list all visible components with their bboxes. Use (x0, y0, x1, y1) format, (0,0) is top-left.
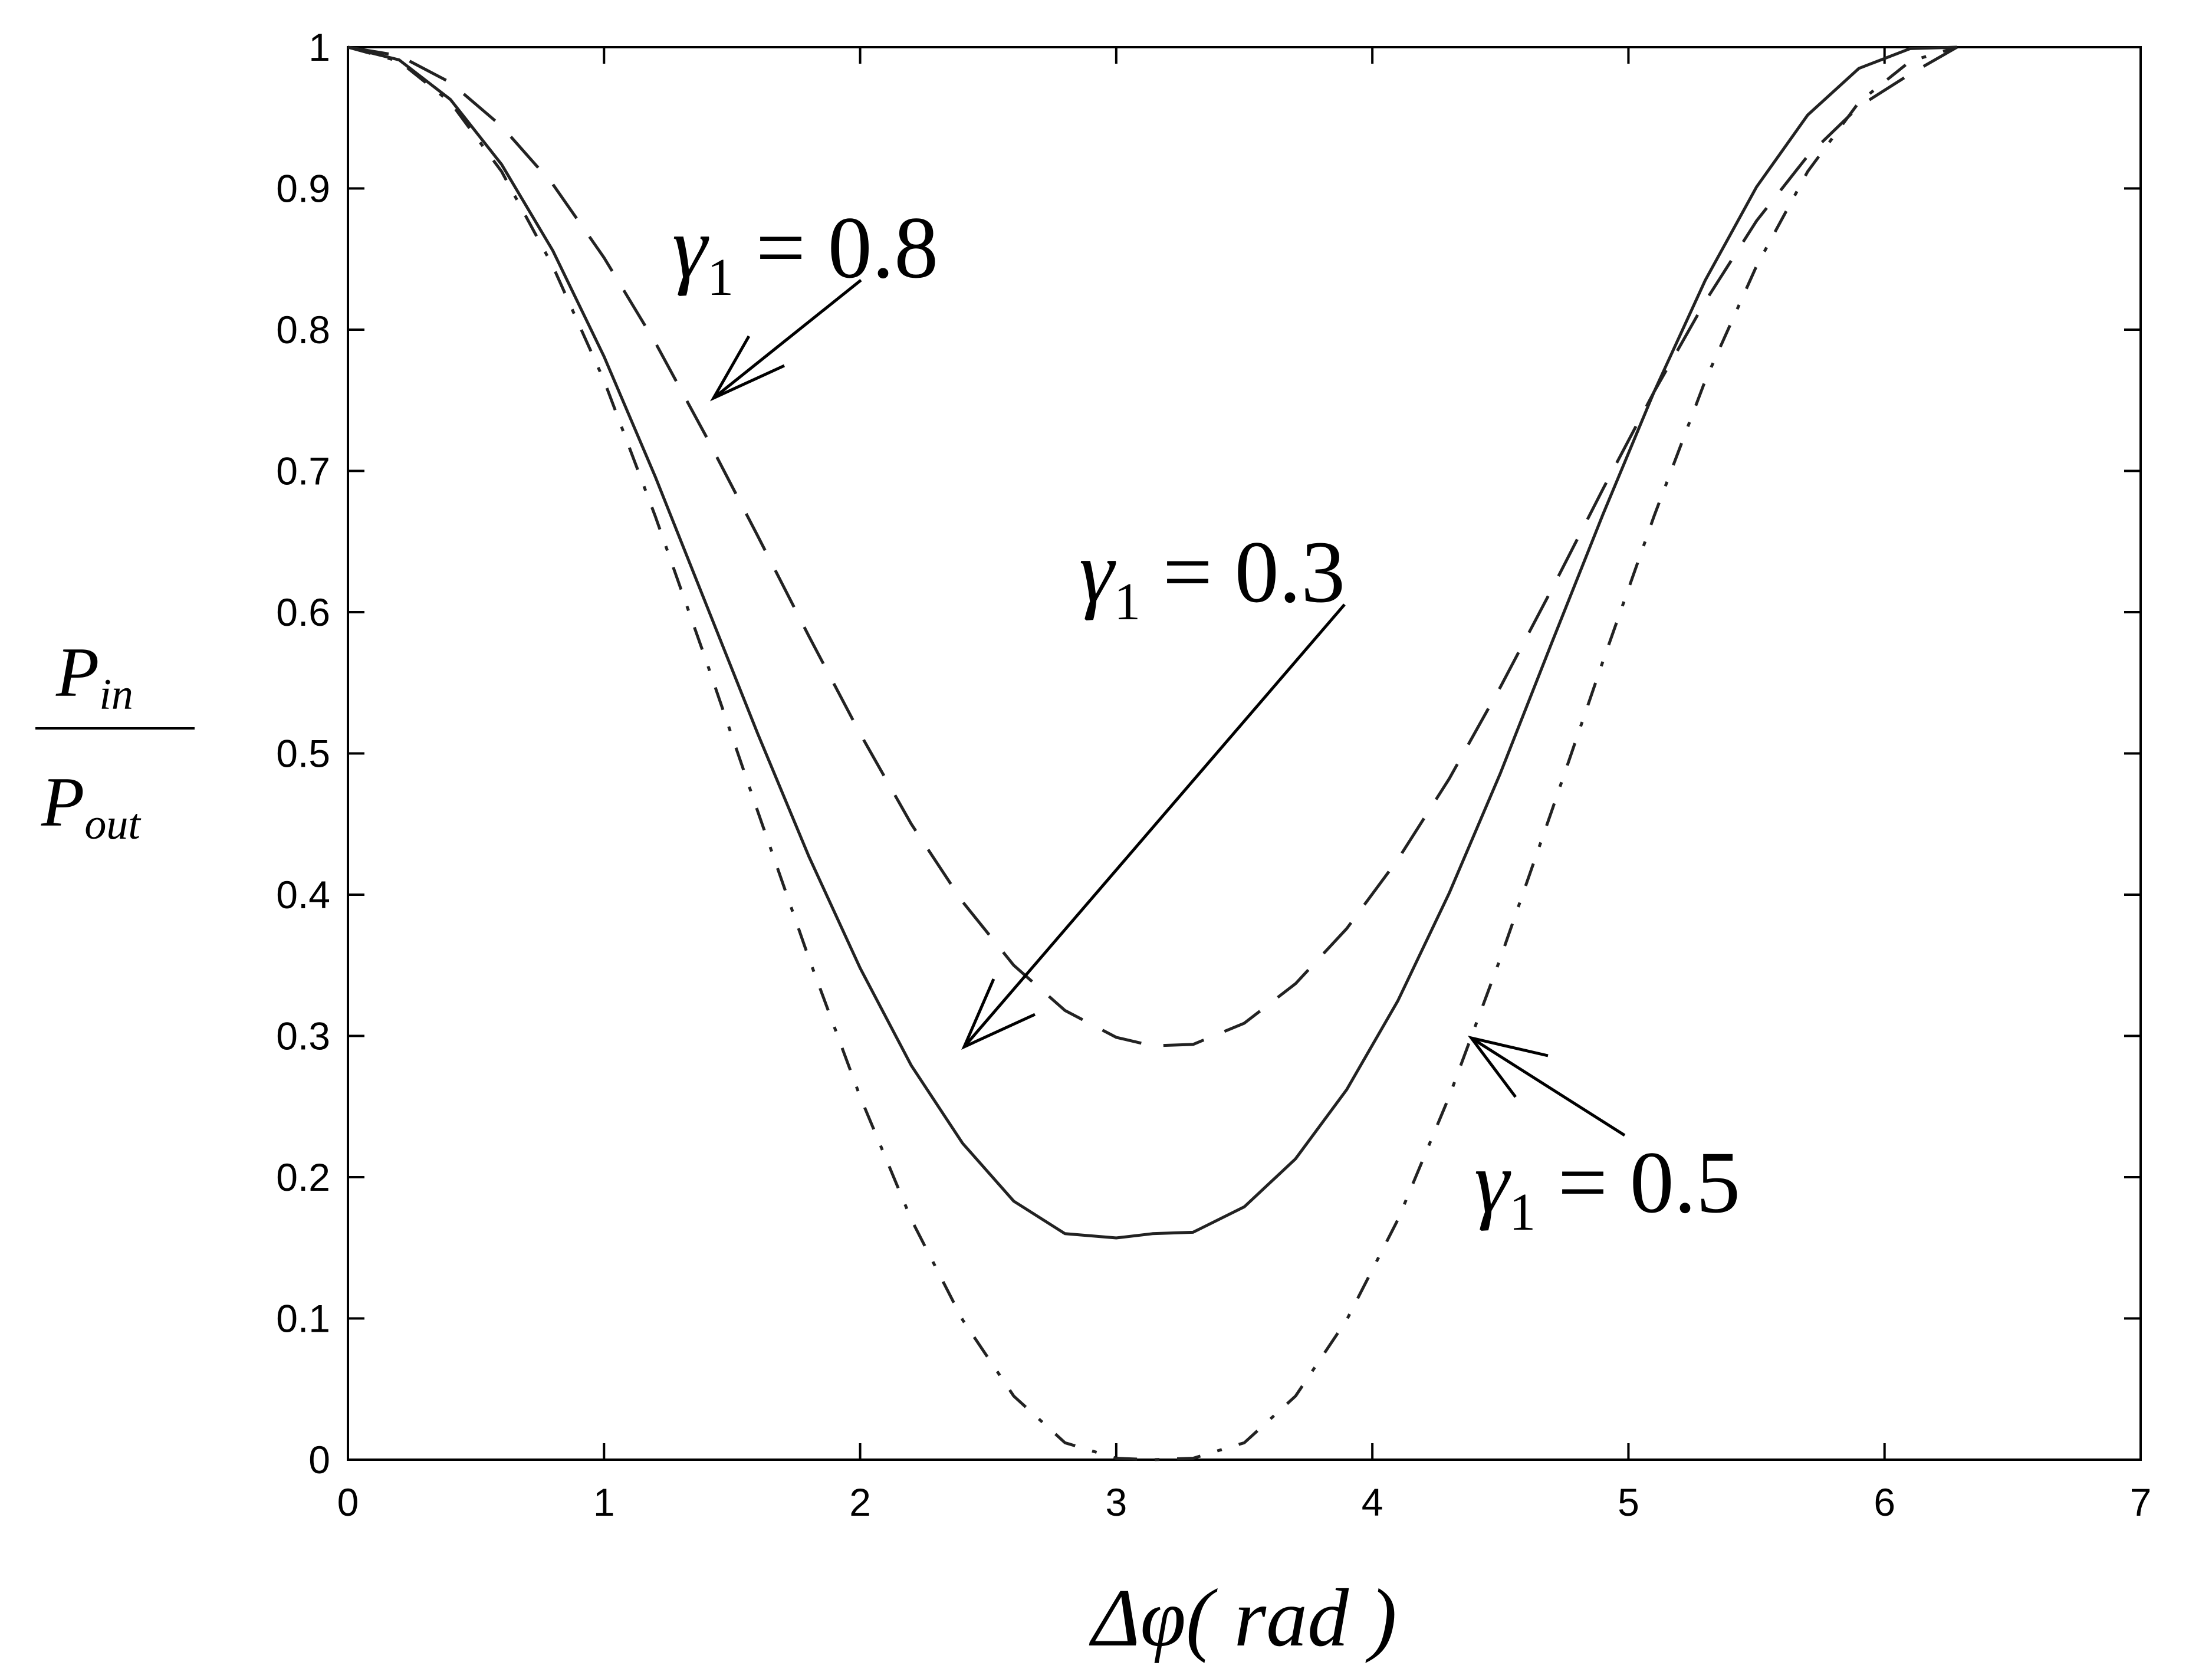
series-line-0 (347, 45, 1958, 1047)
y-tick-label: 0.3 (276, 1014, 330, 1058)
y-tick-label: 0.9 (276, 167, 330, 211)
x-tick-label: 5 (1618, 1480, 1639, 1524)
annotation-0.8-symbol: γ (672, 199, 709, 297)
annotation-gamma-0.3: γ1 = 0.3 (961, 523, 1346, 1050)
annotation-gamma-0.5: γ1 = 0.5 (1467, 1036, 1740, 1241)
annotation-0.5-arrowhead (1467, 1036, 1549, 1098)
svg-text:Pin: Pin (55, 633, 133, 719)
annotation-0.5-symbol: γ (1474, 1134, 1511, 1231)
x-tick-label: 2 (849, 1480, 871, 1524)
series-line-1 (347, 45, 1957, 1240)
y-axis-label: Pin Pout (35, 633, 195, 849)
annotation-0.8-sub: 1 (707, 248, 734, 307)
annotation-0.3-value: = 0.3 (1140, 523, 1345, 621)
x-tick-label: 7 (2130, 1480, 2152, 1524)
x-tick-label: 1 (593, 1480, 615, 1524)
y-tick-label: 0 (308, 1438, 330, 1482)
annotation-0.3-arrow (963, 603, 1346, 1048)
x-tick-label: 0 (337, 1480, 359, 1524)
svg-text:γ1 = 0.3: γ1 = 0.3 (1079, 523, 1345, 631)
annotation-0.5-value: = 0.5 (1536, 1134, 1740, 1231)
ylabel-denominator-sub: out (84, 800, 142, 849)
axis-ticks (347, 46, 2142, 1461)
tick-labels: 0 1 2 3 4 5 6 7 0 0.1 0.2 0.3 0.4 0.5 0.6 0.7 0.8 0.9 1 (276, 25, 2151, 1524)
x-axis-label: Δφ( rad ) (1089, 1572, 1396, 1664)
ylabel-numerator-sub: in (99, 671, 133, 719)
y-tick-label: 0.8 (276, 308, 330, 352)
y-tick-label: 0.2 (276, 1155, 330, 1199)
x-tick-label: 4 (1362, 1480, 1383, 1524)
x-tick-label: 6 (1874, 1480, 1895, 1524)
svg-text:Pout: Pout (41, 763, 142, 849)
annotation-0.3-sub: 1 (1114, 573, 1140, 631)
annotation-0.5-arrow (1470, 1036, 1626, 1137)
svg-text:γ1 = 0.5: γ1 = 0.5 (1474, 1134, 1740, 1241)
annotation-0.8-arrow (712, 279, 862, 399)
y-tick-label: 0.7 (276, 449, 330, 493)
y-tick-label: 0.1 (276, 1297, 330, 1341)
y-tick-label: 0.4 (276, 873, 330, 917)
annotation-0.8-value: = 0.8 (734, 199, 938, 297)
ylabel-denominator: P (41, 763, 84, 841)
series-line-2 (347, 45, 1958, 1461)
plot-area (347, 46, 2142, 1461)
y-tick-label: 0.6 (276, 590, 330, 634)
annotation-gamma-0.8: γ1 = 0.8 (672, 199, 938, 402)
ylabel-numerator: P (55, 633, 99, 711)
annotation-0.8-arrowhead (709, 335, 785, 402)
annotation-0.3-arrowhead (961, 978, 1036, 1050)
x-tick-label: 3 (1105, 1480, 1127, 1524)
svg-text:γ1 = 0.8: γ1 = 0.8 (672, 199, 938, 307)
series-lines (347, 45, 1958, 1461)
annotation-0.5-sub: 1 (1509, 1183, 1536, 1241)
annotation-0.3-symbol: γ (1079, 523, 1116, 621)
y-tick-label: 1 (308, 25, 330, 69)
y-tick-label: 0.5 (276, 732, 330, 776)
